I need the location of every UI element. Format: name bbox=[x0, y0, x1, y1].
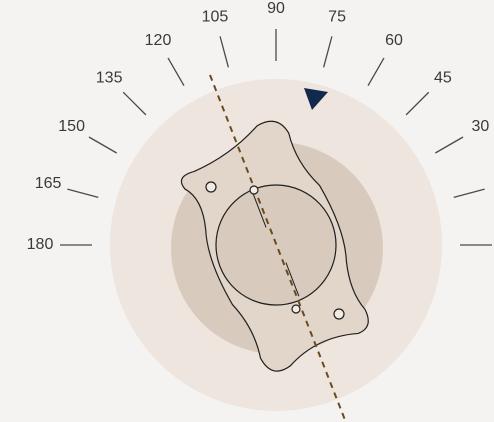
axis-line bbox=[209, 74, 346, 421]
tick bbox=[122, 91, 147, 116]
lens bbox=[180, 120, 369, 372]
tick bbox=[453, 188, 485, 199]
tick bbox=[88, 136, 117, 154]
positioning-hole bbox=[333, 308, 345, 320]
angle-label: 120 bbox=[145, 32, 172, 49]
angle-label: 135 bbox=[96, 69, 123, 86]
tick bbox=[322, 36, 333, 68]
tick-group: 1801651501351201059075604530150 bbox=[27, 0, 492, 253]
angle-label: 105 bbox=[202, 8, 229, 25]
tick bbox=[67, 188, 99, 199]
tick bbox=[405, 91, 430, 116]
angle-label: 180 bbox=[27, 236, 54, 253]
tick bbox=[219, 36, 230, 68]
axis-point bbox=[249, 185, 259, 195]
angle-label: 60 bbox=[385, 32, 403, 49]
angle-label: 90 bbox=[267, 0, 285, 17]
angle-label: 165 bbox=[35, 175, 62, 192]
tick bbox=[167, 57, 185, 86]
angle-label: 150 bbox=[58, 118, 85, 135]
haptic-junction bbox=[285, 262, 300, 297]
angle-label: 75 bbox=[328, 8, 346, 25]
angle-label: 45 bbox=[434, 69, 452, 86]
positioning-hole bbox=[205, 181, 217, 193]
tick bbox=[435, 136, 464, 154]
alignment-marker bbox=[304, 88, 328, 110]
haptic-junction bbox=[252, 193, 267, 228]
tick bbox=[367, 57, 385, 86]
axis-point bbox=[291, 304, 301, 314]
angle-label: 30 bbox=[471, 118, 489, 135]
